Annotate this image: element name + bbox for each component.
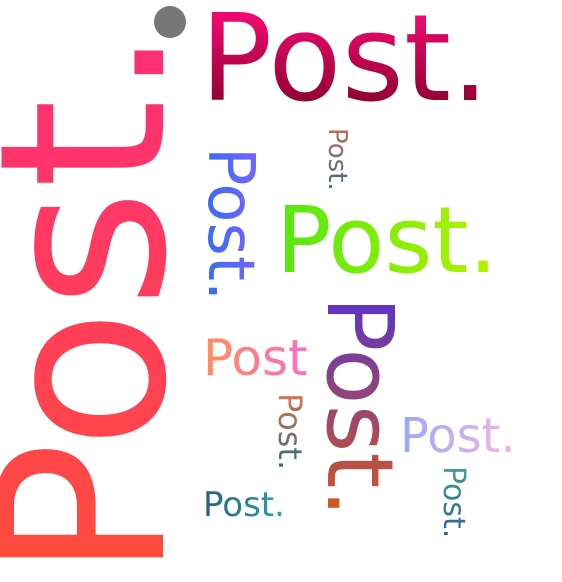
word-post-purple-brown-vertical: Post. — [306, 296, 413, 518]
word-post-teal: Post. — [203, 485, 285, 525]
word-post-orange-pink: Post — [203, 329, 308, 387]
word-post-small-vertical-top: Post. — [322, 128, 352, 191]
word-post-green: Post. — [276, 187, 498, 294]
word-post-lavender: Post. — [400, 408, 516, 464]
word-post-blue-vertical: Post. — [193, 147, 267, 302]
word-post-large-vertical: Post. — [0, 26, 218, 580]
decorative-dot — [154, 6, 186, 38]
word-post-small-vertical-middle: Post. — [271, 393, 309, 471]
word-post-top: Post. — [200, 0, 490, 129]
word-post-small-vertical-bottom: Post. — [436, 466, 471, 539]
